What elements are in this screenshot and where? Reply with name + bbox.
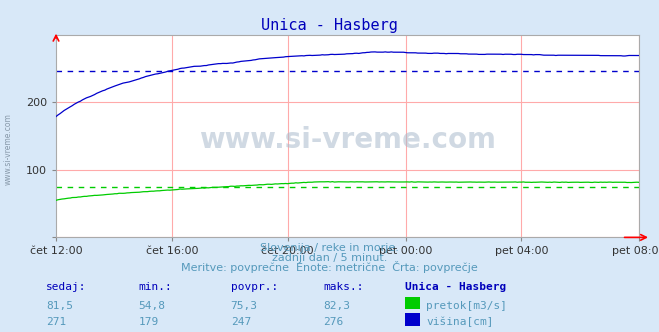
Text: 75,3: 75,3	[231, 301, 258, 311]
Text: 179: 179	[138, 317, 159, 327]
Text: Unica - Hasberg: Unica - Hasberg	[405, 283, 507, 292]
Text: sedaj:: sedaj:	[46, 283, 86, 292]
Text: višina[cm]: višina[cm]	[426, 317, 494, 327]
Text: 82,3: 82,3	[323, 301, 350, 311]
Text: zadnji dan / 5 minut.: zadnji dan / 5 minut.	[272, 253, 387, 263]
Text: Meritve: povprečne  Enote: metrične  Črta: povprečje: Meritve: povprečne Enote: metrične Črta:…	[181, 261, 478, 273]
Text: www.si-vreme.com: www.si-vreme.com	[3, 114, 13, 185]
Text: povpr.:: povpr.:	[231, 283, 278, 292]
Text: 54,8: 54,8	[138, 301, 165, 311]
Text: www.si-vreme.com: www.si-vreme.com	[199, 126, 496, 154]
Text: maks.:: maks.:	[323, 283, 363, 292]
Text: min.:: min.:	[138, 283, 172, 292]
Text: 276: 276	[323, 317, 343, 327]
Text: 247: 247	[231, 317, 251, 327]
Text: Unica - Hasberg: Unica - Hasberg	[261, 18, 398, 33]
Text: 271: 271	[46, 317, 67, 327]
Text: 81,5: 81,5	[46, 301, 73, 311]
Text: pretok[m3/s]: pretok[m3/s]	[426, 301, 507, 311]
Text: Slovenija / reke in morje.: Slovenija / reke in morje.	[260, 243, 399, 253]
